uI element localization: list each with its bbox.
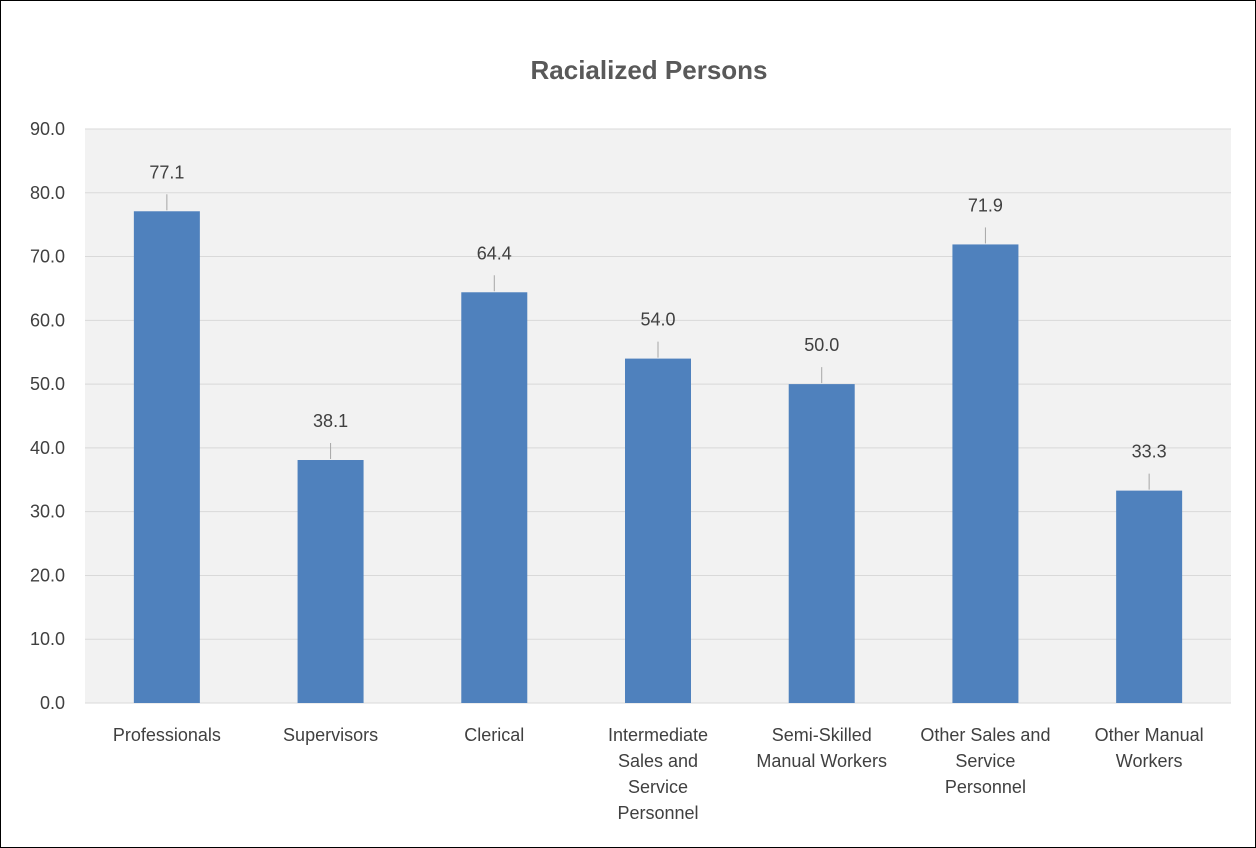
category-label-line: Semi-Skilled [772, 725, 872, 745]
y-tick-label: 70.0 [30, 247, 65, 267]
data-label: 77.1 [149, 162, 184, 182]
category-label: Supervisors [283, 725, 378, 745]
y-tick-label: 90.0 [30, 119, 65, 139]
data-label: 54.0 [640, 310, 675, 330]
bar [461, 292, 528, 703]
bar [952, 244, 1019, 703]
category-label-line: Sales and [618, 751, 698, 771]
category-label-line: Intermediate [608, 725, 708, 745]
category-label-line: Other Manual [1095, 725, 1204, 745]
category-label-line: Service [628, 777, 688, 797]
y-tick-label: 50.0 [30, 374, 65, 394]
category-label: Semi-Skilled Manual Workers [756, 725, 887, 771]
y-axis-tick-labels: 0.0 10.0 20.0 30.0 40.0 50.0 60.0 70.0 80.0 90.0 [30, 119, 65, 713]
data-label: 71.9 [968, 195, 1003, 215]
data-label: 64.4 [477, 243, 512, 263]
bar [133, 211, 200, 704]
y-tick-label: 80.0 [30, 183, 65, 203]
y-tick-label: 30.0 [30, 502, 65, 522]
bars [133, 211, 1183, 704]
category-label: Intermediate Sales and Service Personnel [608, 725, 708, 823]
data-label-leader-lines [166, 194, 1150, 490]
category-label-line: Clerical [464, 725, 524, 745]
bar [788, 384, 855, 703]
category-label-line: Service [955, 751, 1015, 771]
chart-title: Racialized Persons [531, 55, 768, 85]
y-tick-label: 40.0 [30, 438, 65, 458]
bar [297, 460, 364, 703]
y-tick-label: 20.0 [30, 565, 65, 585]
category-label-line: Professionals [113, 725, 221, 745]
data-label: 38.1 [313, 411, 348, 431]
category-label-line: Other Sales and [920, 725, 1050, 745]
category-label: Other Manual Workers [1095, 725, 1204, 771]
data-label: 50.0 [804, 335, 839, 355]
category-label-line: Supervisors [283, 725, 378, 745]
y-tick-label: 10.0 [30, 629, 65, 649]
bar [625, 358, 691, 703]
category-label: Other Sales and Service Personnel [920, 725, 1050, 797]
bar [1116, 490, 1183, 703]
category-label-line: Personnel [945, 777, 1026, 797]
data-labels: 77.1 38.1 64.4 54.0 50.0 71.9 33.3 [149, 162, 1166, 461]
data-label: 33.3 [1132, 442, 1167, 462]
category-label: Clerical [464, 725, 524, 745]
category-label: Professionals [113, 725, 221, 745]
x-axis-category-labels: Professionals Supervisors Clerical Intermed… [113, 725, 1204, 823]
category-label-line: Personnel [617, 803, 698, 823]
y-tick-label: 60.0 [30, 310, 65, 330]
category-label-line: Manual Workers [756, 751, 887, 771]
category-label-line: Workers [1116, 751, 1183, 771]
y-tick-label: 0.0 [40, 693, 65, 713]
